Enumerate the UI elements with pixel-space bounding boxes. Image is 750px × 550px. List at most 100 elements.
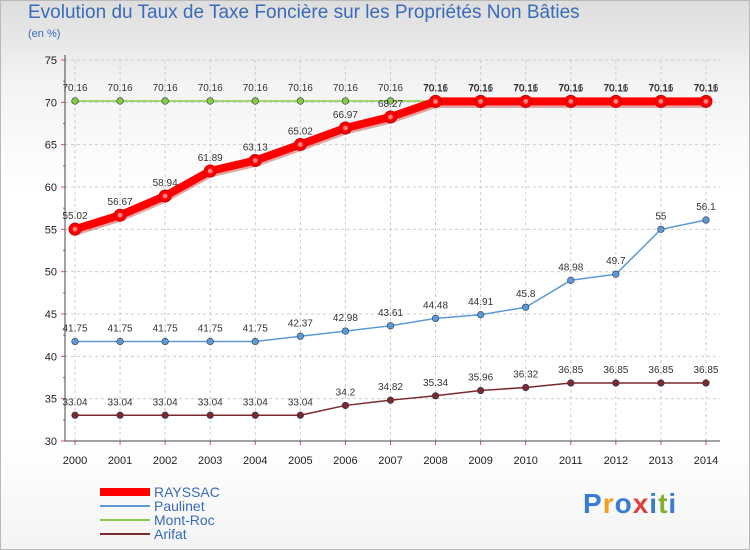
- data-point-highlight: [568, 99, 574, 104]
- data-point: [386, 322, 395, 330]
- data-point: [251, 97, 259, 105]
- proxiti-logo: Proxiti: [583, 488, 677, 520]
- data-label: 33.04: [243, 397, 268, 408]
- data-label: 56.1: [696, 202, 716, 213]
- y-tick-label: 75: [45, 55, 57, 67]
- data-label: 70.11: [468, 83, 493, 94]
- data-point: [431, 392, 440, 400]
- data-point-highlight: [703, 99, 709, 104]
- data-point-highlight: [117, 212, 123, 218]
- data-point: [161, 337, 169, 346]
- data-point-highlight: [72, 226, 78, 232]
- x-tick-label: 2005: [288, 455, 312, 467]
- data-label: 33.04: [288, 397, 313, 408]
- data-label: 70.16: [198, 83, 223, 94]
- data-point-highlight: [343, 125, 348, 131]
- data-point-highlight: [252, 158, 258, 163]
- data-label: 41.75: [243, 324, 268, 335]
- logo-letter: t: [658, 488, 669, 519]
- data-point: [477, 311, 485, 319]
- data-label: 70.16: [108, 83, 133, 94]
- data-label: 49.7: [606, 256, 626, 267]
- data-point: [657, 225, 665, 233]
- legend-label-arifat: Arifat: [154, 526, 187, 542]
- data-label: 45.8: [516, 289, 536, 300]
- data-label: 70.16: [693, 83, 718, 94]
- data-label: 70.16: [423, 83, 448, 94]
- data-point: [341, 97, 350, 105]
- data-label: 55: [655, 211, 667, 222]
- x-tick-label: 2008: [423, 455, 447, 467]
- data-label: 56.67: [108, 197, 133, 208]
- data-label: 70.16: [468, 83, 493, 94]
- logo-letter: P: [583, 488, 603, 519]
- data-label: 70.16: [153, 83, 178, 94]
- data-label: 48.98: [558, 262, 583, 273]
- chart-title: Evolution du Taux de Taxe Foncière sur l…: [28, 2, 580, 23]
- data-point: [161, 97, 169, 105]
- x-tick-label: 2001: [108, 455, 132, 467]
- data-point: [116, 337, 124, 346]
- data-label: 36.85: [648, 365, 673, 376]
- data-point-highlight: [388, 114, 393, 120]
- data-labels: 70.16 70.16 70.16 70.16 70.16 70.16 70.16 70.16…: [62, 83, 718, 408]
- data-point: [431, 314, 440, 323]
- data-label: 70.16: [333, 83, 358, 94]
- data-label: 70.16: [603, 83, 628, 94]
- y-tick-label: 50: [45, 267, 57, 279]
- data-label: 36.85: [558, 365, 583, 376]
- logo-letter: i: [649, 488, 659, 519]
- data-point: [71, 411, 79, 419]
- data-label: 36.32: [513, 369, 538, 380]
- logo-letter: i: [668, 488, 678, 519]
- legend-label-paulinet: Paulinet: [154, 498, 205, 514]
- axes: 30 35 40 45 50 55 60 65 70 75 2000 2001 2002 2003 2004…: [45, 55, 720, 467]
- chart-subtitle: (en %): [28, 28, 61, 40]
- data-point: [657, 379, 665, 387]
- data-point: [386, 97, 395, 105]
- data-label: 34.82: [378, 382, 403, 393]
- data-point: [161, 411, 169, 419]
- data-label: 63.13: [243, 142, 268, 153]
- data-label: 41.75: [62, 324, 87, 335]
- data-label: 70.16: [378, 83, 403, 94]
- data-point: [296, 411, 304, 419]
- data-point: [116, 97, 124, 105]
- series-layer: [68, 94, 713, 419]
- y-tick-label: 30: [45, 436, 57, 448]
- data-label: 35.96: [468, 373, 493, 384]
- data-point-highlight: [523, 99, 529, 104]
- data-label: 33.04: [198, 397, 223, 408]
- data-point: [341, 327, 350, 335]
- data-point-highlight: [613, 99, 619, 104]
- data-point: [522, 383, 530, 392]
- data-label: 70.11: [649, 83, 674, 94]
- data-point: [116, 411, 124, 419]
- data-point: [206, 411, 214, 419]
- x-tick-label: 2012: [604, 455, 628, 467]
- data-label: 70.11: [604, 83, 629, 94]
- data-label: 33.04: [62, 397, 87, 408]
- data-point-highlight: [433, 99, 438, 104]
- data-point: [612, 379, 620, 387]
- x-tick-label: 2000: [63, 455, 87, 467]
- data-label: 70.16: [62, 83, 87, 94]
- data-point: [702, 216, 710, 224]
- legend-label-rayssac: RAYSSAC: [154, 484, 220, 500]
- data-point-highlight: [478, 99, 484, 104]
- data-label: 68.27: [378, 99, 403, 110]
- data-point-highlight: [658, 99, 664, 104]
- data-label: 41.75: [108, 324, 133, 335]
- data-point: [296, 332, 304, 340]
- data-label: 34.2: [336, 387, 356, 398]
- data-point: [251, 411, 259, 419]
- y-tick-label: 35: [45, 394, 57, 406]
- x-tick-label: 2011: [559, 455, 583, 467]
- data-label: 35.34: [423, 378, 448, 389]
- data-label: 70.16: [243, 83, 268, 94]
- logo-letter: o: [614, 488, 633, 519]
- data-point: [71, 97, 79, 105]
- y-tick-label: 55: [45, 224, 57, 236]
